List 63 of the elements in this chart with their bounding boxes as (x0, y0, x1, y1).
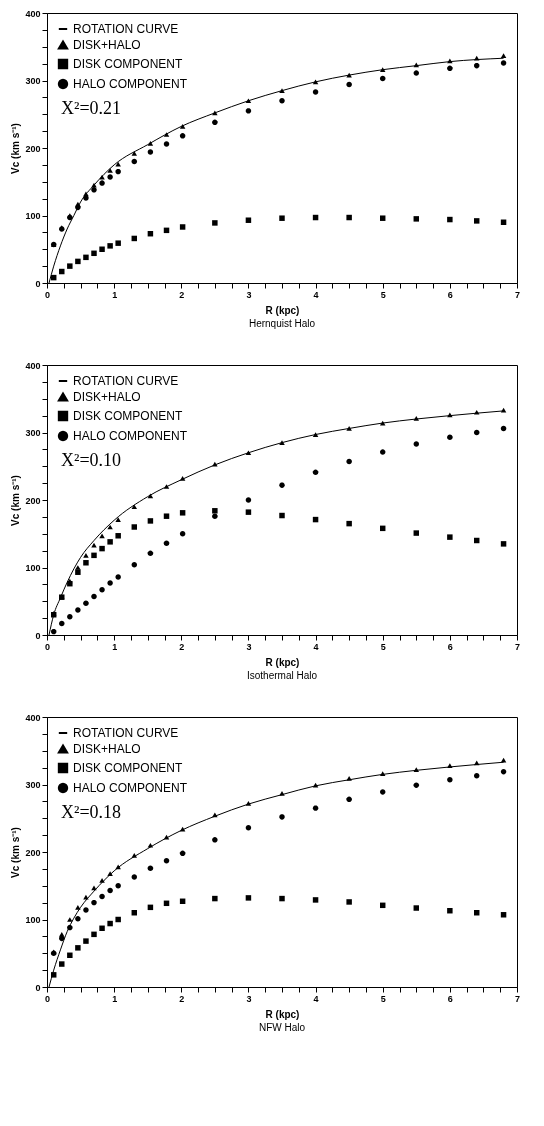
legend-label: ROTATION CURVE (73, 726, 179, 740)
x-tick-label: 0 (44, 993, 51, 1004)
y-tick-label: 200 (25, 143, 41, 154)
y-tick-label: 300 (25, 428, 41, 438)
text: Hernquist Halo (248, 318, 316, 329)
x-tick-label: 2 (179, 641, 185, 652)
x-tick-label: 6 (447, 641, 453, 652)
x-axis-title: R (kpc) (265, 304, 300, 316)
legend-label: DISK+HALO (73, 38, 141, 52)
x-tick-label: 4 (313, 993, 319, 1004)
text: NFW Halo (258, 1022, 306, 1033)
annotation: X²=0.21 (61, 98, 122, 118)
y-tick-label: 300 (25, 76, 41, 86)
y-tick-label: 200 (25, 847, 41, 858)
x-tick-label: 7 (514, 289, 521, 300)
y-tick-label: 0 (35, 630, 41, 641)
x-axis-title: R (kpc) (265, 1008, 300, 1020)
x-tick-label: 6 (447, 993, 453, 1004)
y-axis-title: Vc (km s⁻¹) (10, 475, 22, 526)
x-axis-title: R (kpc) (265, 656, 300, 668)
legend-label: HALO COMPONENT (73, 77, 188, 91)
x-tick-label: 6 (447, 289, 453, 300)
legend-label: HALO COMPONENT (73, 429, 188, 443)
y-tick-label: 100 (25, 915, 41, 925)
x-tick-label: 7 (514, 641, 521, 652)
legend-label: DISK COMPONENT (73, 57, 184, 71)
x-tick-label: 5 (380, 641, 386, 652)
x-tick-label: 3 (246, 993, 252, 1004)
x-tick-label: 1 (112, 641, 118, 652)
text: Isothermal Halo (246, 670, 318, 681)
x-tick-label: 5 (380, 993, 386, 1004)
y-axis-title: Vc (km s⁻¹) (10, 123, 22, 174)
x-tick-label: 7 (514, 993, 521, 1004)
y-tick-label: 0 (35, 278, 41, 289)
y-axis-title: Vc (km s⁻¹) (10, 827, 22, 878)
x-tick-label: 4 (313, 641, 319, 652)
x-tick-label: 2 (179, 993, 185, 1004)
y-tick-label: 300 (25, 780, 41, 790)
y-tick-label: 100 (25, 211, 41, 221)
annotation: X²=0.10 (61, 450, 122, 470)
x-tick-label: 4 (313, 289, 319, 300)
y-tick-label: 400 (25, 360, 41, 371)
legend-label: ROTATION CURVE (73, 22, 179, 36)
legend-label: DISK COMPONENT (73, 409, 184, 423)
legend-label: HALO COMPONENT (73, 781, 188, 795)
x-tick-label: 5 (380, 289, 386, 300)
y-tick-label: 400 (25, 8, 41, 19)
x-tick-label: 1 (112, 993, 118, 1004)
legend-label: DISK+HALO (73, 742, 141, 756)
y-tick-label: 200 (25, 495, 41, 506)
legend-label: DISK+HALO (73, 390, 141, 404)
y-tick-label: 0 (35, 982, 41, 993)
x-tick-label: 3 (246, 641, 252, 652)
annotation: X²=0.18 (61, 802, 122, 822)
y-tick-label: 100 (25, 563, 41, 573)
x-tick-label: 3 (246, 289, 252, 300)
legend-label: DISK COMPONENT (73, 761, 184, 775)
y-tick-label: 400 (25, 712, 41, 723)
x-tick-label: 2 (179, 289, 185, 300)
legend-label: ROTATION CURVE (73, 374, 179, 388)
x-tick-label: 0 (44, 289, 51, 300)
x-tick-label: 0 (44, 641, 51, 652)
x-tick-label: 1 (112, 289, 118, 300)
